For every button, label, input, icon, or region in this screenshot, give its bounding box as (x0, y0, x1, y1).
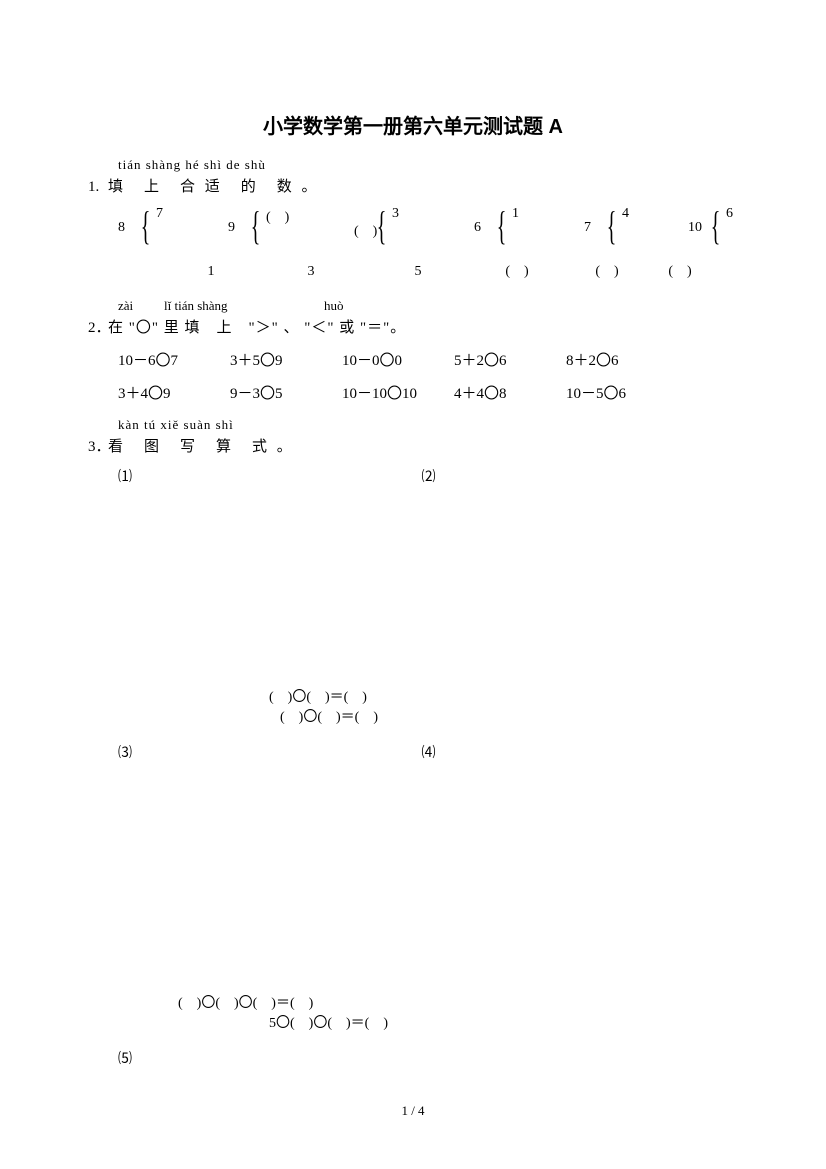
decomp-item: 9 {( ) (228, 206, 336, 252)
brace-icon: { (497, 206, 507, 246)
q1-num: 1. (88, 179, 108, 196)
decomp-bot: ( ) (564, 260, 650, 280)
q1-pinyin: tián shàng hé shì de shù (118, 157, 738, 173)
compare-expr: 10－5〇6 (566, 382, 678, 403)
decomp-bot: 5 (366, 264, 470, 280)
decomp-bot: ( ) (650, 260, 710, 280)
q3-sub1: ⑴ (118, 466, 418, 486)
q1-text: 填 上 合 适 的 数 。 (108, 179, 320, 195)
q3-eqn-b: ( )〇( )＝( ) (118, 706, 378, 726)
decomp-item: ( ){3 (354, 206, 456, 252)
decomp-top: 4 (622, 206, 629, 222)
decomp-top: 7 (156, 206, 163, 222)
q3-sub-row-1: ⑴ ⑵ (118, 466, 738, 486)
pinyin-frag: lǐ tián shàng (164, 298, 324, 314)
decomp-top: 1 (512, 206, 519, 222)
decomp-whole: 8 (118, 220, 125, 236)
decomp-item: 10 {6 (688, 206, 768, 252)
decomp-whole: 6 (474, 220, 481, 236)
decomp-item: 8 {7 (118, 206, 210, 252)
q3-num: 3． (88, 435, 108, 456)
decomp-whole: 9 (228, 220, 235, 236)
decomp-whole: 7 (584, 220, 591, 236)
q2-text: 在 "〇" 里 填 上 "＞" 、 "＜" 或 "＝"。 (108, 320, 406, 336)
brace-icon: { (607, 206, 617, 246)
compare-expr: 9－3〇5 (230, 382, 342, 403)
q3-sub4: ⑷ (422, 742, 722, 762)
brace-icon: { (377, 206, 387, 246)
compare-expr: 10－10〇10 (342, 382, 454, 403)
brace-bot-row: 135( )( )( ) (166, 260, 738, 280)
q2-pinyin: zàilǐ tián shànghuò (118, 298, 738, 314)
q3-eqn-row-2: ( )〇( )〇( )＝( ) 5〇( )〇( )＝( ) (118, 992, 738, 1032)
decomp-top: 6 (726, 206, 733, 222)
compare-expr: 10－6〇7 (118, 349, 230, 370)
compare-expr: 8＋2〇6 (566, 349, 678, 370)
q2-row2: 3＋4〇99－3〇510－10〇104＋4〇810－5〇6 (118, 382, 738, 403)
q2-row1: 10－6〇73＋5〇910－0〇05＋2〇68＋2〇6 (118, 349, 738, 370)
compare-expr: 4＋4〇8 (454, 382, 566, 403)
decomp-whole: ( ) (354, 220, 377, 240)
compare-expr: 3＋4〇9 (118, 382, 230, 403)
q3-sub-row-3: ⑸ (118, 1048, 738, 1068)
q3-eqn-c: ( )〇( )〇( )＝( ) (118, 992, 478, 1012)
q3-sub-row-2: ⑶ ⑷ (118, 742, 738, 762)
q3-eqn-row-1: ( )〇( )＝( ) ( )〇( )＝( ) (118, 686, 738, 726)
brace-icon: { (251, 206, 261, 246)
decomp-bot: 1 (166, 264, 256, 280)
page-title: 小学数学第一册第六单元测试题 A (88, 110, 738, 139)
q3-sub3: ⑶ (118, 742, 418, 762)
compare-expr: 3＋5〇9 (230, 349, 342, 370)
compare-expr: 5＋2〇6 (454, 349, 566, 370)
decomp-bot: 3 (256, 264, 366, 280)
decomp-whole: 10 (688, 220, 702, 236)
q3-line: 3．看 图 写 算 式 。 (88, 435, 738, 456)
brace-icon: { (711, 206, 721, 246)
brace-icon: { (141, 206, 151, 246)
pinyin-frag: huò (324, 298, 344, 314)
decomp-top: 3 (392, 206, 399, 222)
q3-sub5: ⑸ (118, 1048, 418, 1068)
compare-expr: 10－0〇0 (342, 349, 454, 370)
decomp-item: 6 {1 (474, 206, 566, 252)
q1-line: 1.填 上 合 适 的 数 。 (88, 175, 738, 196)
q3-eqn-a: ( )〇( )＝( ) (118, 686, 478, 706)
pinyin-frag: zài (118, 298, 164, 314)
brace-row: 8{79{( )( ){36{17{410{6 (118, 206, 738, 252)
q3-text: 看 图 写 算 式 。 (108, 439, 295, 455)
decomp-item: 7 {4 (584, 206, 670, 252)
decomp-top: ( ) (266, 206, 289, 226)
q3-eqn-d: 5〇( )〇( )＝( ) (118, 1012, 388, 1032)
q2-num: 2． (88, 316, 108, 337)
page-footer: 1 / 4 (0, 1103, 826, 1119)
q3-sub2: ⑵ (422, 466, 722, 486)
decomp-bot: ( ) (470, 260, 564, 280)
q2-line: 2．在 "〇" 里 填 上 "＞" 、 "＜" 或 "＝"。 (88, 316, 738, 337)
q3-pinyin: kàn tú xiě suàn shì (118, 417, 738, 433)
